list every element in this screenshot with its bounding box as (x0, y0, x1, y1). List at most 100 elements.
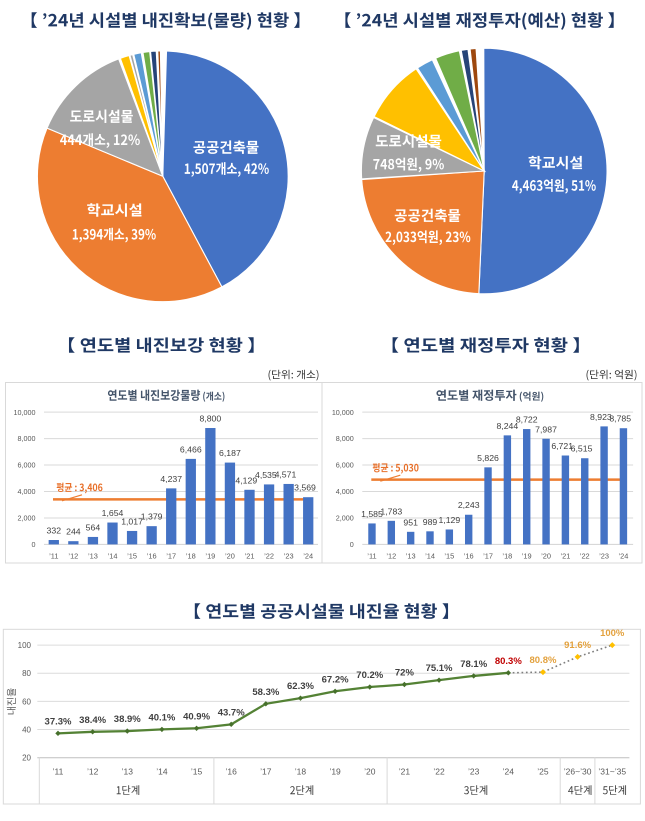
svg-text:’18: ’18 (295, 767, 307, 777)
svg-text:80.8%: 80.8% (529, 655, 556, 666)
svg-text:’11: ’11 (367, 551, 376, 560)
svg-text:0: 0 (32, 540, 36, 549)
svg-text:’15: ’15 (444, 551, 454, 560)
svg-text:4,000: 4,000 (18, 487, 36, 496)
svg-text:’13: ’13 (122, 767, 134, 777)
svg-text:62.3%: 62.3% (287, 681, 314, 692)
svg-text:’24: ’24 (618, 551, 628, 560)
svg-text:’19: ’19 (522, 551, 532, 560)
svg-text:2,000: 2,000 (18, 514, 36, 523)
svg-text:67.2%: 67.2% (322, 674, 349, 685)
svg-text:’23: ’23 (599, 551, 609, 560)
svg-text:’12: ’12 (386, 551, 396, 560)
svg-text:80: 80 (22, 669, 31, 678)
svg-text:1,017: 1,017 (121, 516, 143, 526)
svg-text:1,379: 1,379 (141, 512, 163, 522)
svg-text:75.1%: 75.1% (426, 663, 453, 674)
svg-text:38.4%: 38.4% (79, 715, 106, 726)
svg-text:’12: ’12 (87, 767, 99, 777)
svg-text:10,000: 10,000 (14, 408, 36, 417)
svg-text:’17: ’17 (260, 767, 272, 777)
svg-text:100%: 100% (600, 628, 625, 639)
svg-text:58.3%: 58.3% (252, 687, 279, 698)
svg-text:’24: ’24 (303, 551, 313, 560)
svg-text:’12: ’12 (68, 551, 78, 560)
svg-text:’17: ’17 (483, 551, 493, 560)
svg-text:43.7%: 43.7% (218, 707, 245, 718)
svg-text:8,785: 8,785 (609, 414, 631, 424)
svg-text:’21: ’21 (245, 551, 255, 560)
svg-text:564: 564 (86, 522, 101, 532)
svg-text:’22: ’22 (264, 551, 274, 560)
svg-text:’18: ’18 (502, 551, 512, 560)
svg-text:6,000: 6,000 (18, 461, 36, 470)
svg-text:70.2%: 70.2% (356, 670, 383, 681)
svg-text:’21: ’21 (399, 767, 411, 777)
svg-text:6,721: 6,721 (551, 441, 573, 451)
svg-text:1,783: 1,783 (380, 506, 402, 516)
svg-text:1,585: 1,585 (361, 509, 383, 519)
svg-text:’20: ’20 (225, 551, 235, 560)
svg-text:37.3%: 37.3% (45, 716, 72, 727)
svg-text:’15: ’15 (191, 767, 203, 777)
svg-text:4,000: 4,000 (336, 487, 354, 496)
svg-text:1,129: 1,129 (438, 515, 460, 525)
svg-text:’20: ’20 (541, 551, 551, 560)
svg-text:’16: ’16 (464, 551, 474, 560)
svg-text:72%: 72% (395, 668, 415, 679)
svg-text:38.9%: 38.9% (114, 714, 141, 725)
svg-text:5,826: 5,826 (477, 453, 499, 463)
svg-text:’21: ’21 (560, 551, 570, 560)
svg-text:’16: ’16 (226, 767, 238, 777)
svg-text:’18: ’18 (186, 551, 196, 560)
svg-text:8,000: 8,000 (18, 434, 36, 443)
svg-text:’14: ’14 (156, 767, 168, 777)
svg-text:332: 332 (47, 526, 62, 536)
svg-text:’23: ’23 (284, 551, 294, 560)
svg-text:’14: ’14 (108, 551, 118, 560)
svg-text:’19: ’19 (205, 551, 215, 560)
svg-text:6,466: 6,466 (180, 444, 202, 454)
svg-text:6,000: 6,000 (336, 461, 354, 470)
svg-text:’19: ’19 (329, 767, 341, 777)
svg-text:’22: ’22 (433, 767, 445, 777)
svg-text:2,243: 2,243 (458, 500, 480, 510)
svg-text:20: 20 (22, 754, 31, 763)
svg-text:8,800: 8,800 (199, 414, 221, 424)
svg-text:100: 100 (18, 641, 32, 650)
svg-text:6,187: 6,187 (219, 448, 241, 458)
svg-text:40.9%: 40.9% (183, 711, 210, 722)
svg-text:7,987: 7,987 (535, 424, 557, 434)
svg-text:2,000: 2,000 (336, 514, 354, 523)
svg-text:’22: ’22 (580, 551, 590, 560)
svg-text:’25: ’25 (537, 767, 549, 777)
svg-text:91.6%: 91.6% (564, 640, 591, 651)
svg-text:’15: ’15 (127, 551, 137, 560)
svg-text:60: 60 (22, 697, 31, 706)
svg-text:8,000: 8,000 (336, 434, 354, 443)
svg-text:8,244: 8,244 (496, 421, 518, 431)
svg-text:244: 244 (66, 527, 81, 537)
svg-text:3,569: 3,569 (294, 483, 316, 493)
svg-text:1,654: 1,654 (102, 508, 124, 518)
svg-text:’20: ’20 (364, 767, 376, 777)
svg-text:8,722: 8,722 (516, 415, 538, 425)
svg-text:’13: ’13 (406, 551, 416, 560)
svg-text:’13: ’13 (88, 551, 98, 560)
svg-text:’31~’35: ’31~’35 (598, 767, 626, 777)
svg-text:’11: ’11 (49, 551, 58, 560)
svg-text:’11: ’11 (53, 767, 64, 777)
svg-text:’26~’30: ’26~’30 (564, 767, 592, 777)
svg-text:78.1%: 78.1% (460, 659, 487, 670)
svg-text:4,535: 4,535 (255, 470, 277, 480)
svg-text:989: 989 (423, 517, 438, 527)
svg-text:6,515: 6,515 (571, 444, 593, 454)
svg-text:4,129: 4,129 (235, 475, 257, 485)
svg-text:’14: ’14 (425, 551, 435, 560)
svg-text:4,571: 4,571 (275, 469, 297, 479)
svg-text:’17: ’17 (166, 551, 176, 560)
svg-text:0: 0 (350, 540, 354, 549)
svg-text:4,237: 4,237 (160, 474, 182, 484)
svg-text:’23: ’23 (468, 767, 480, 777)
svg-text:’24: ’24 (503, 767, 515, 777)
